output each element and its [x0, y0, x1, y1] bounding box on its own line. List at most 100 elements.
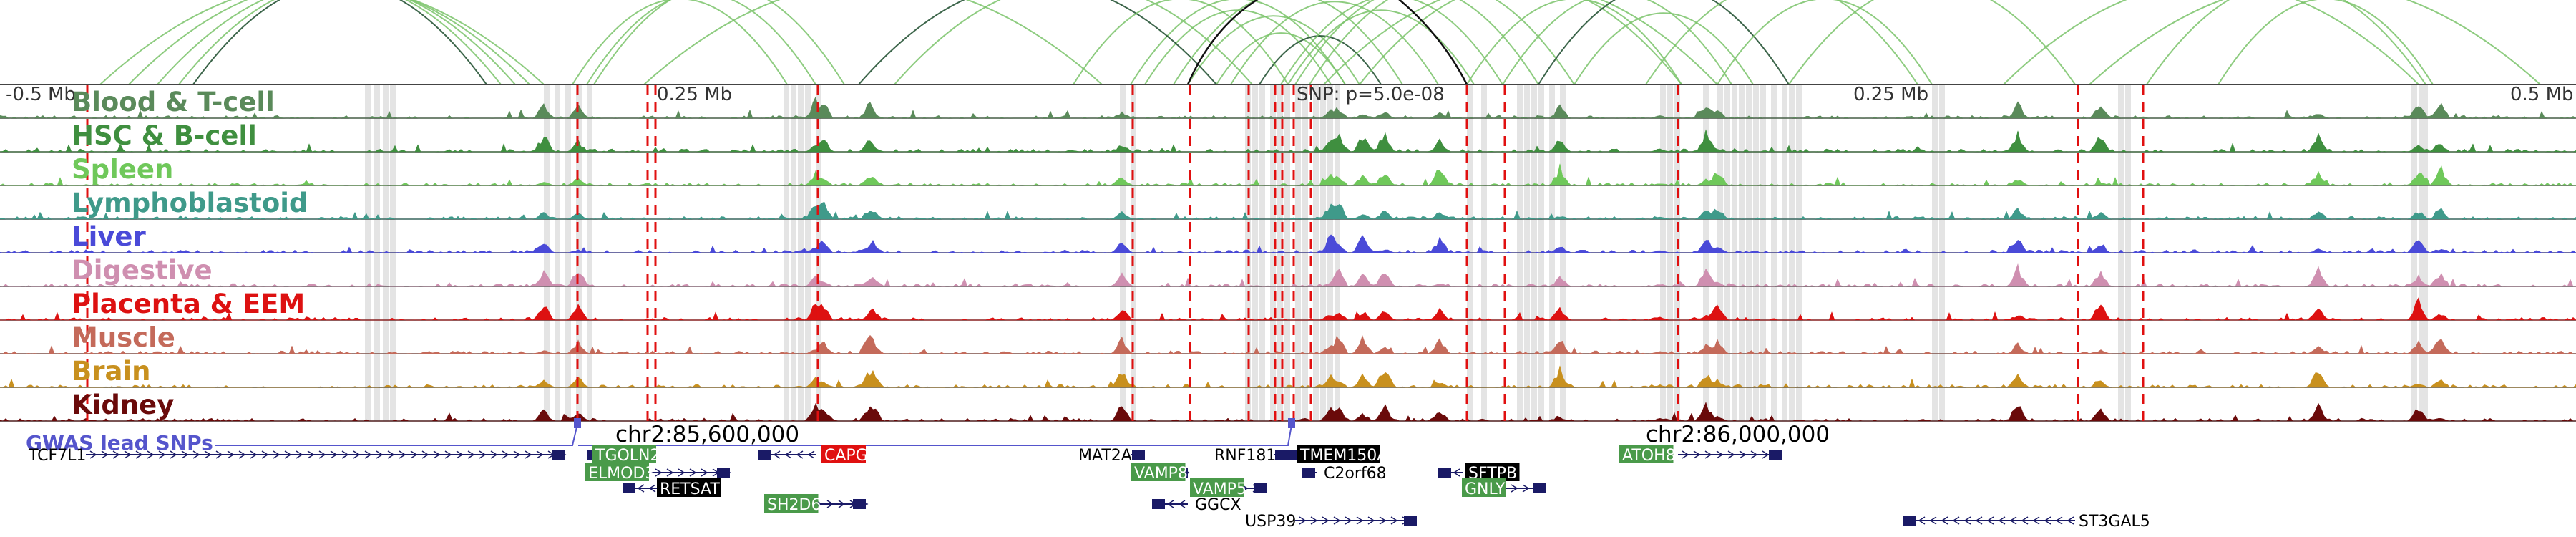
loop-arc — [572, 0, 788, 85]
gene-label-bg — [1190, 478, 1244, 497]
track-2 — [0, 129, 2576, 153]
strand-arrow — [1963, 516, 1971, 525]
gwas-connector-left — [215, 420, 579, 446]
strand-arrow — [1367, 516, 1375, 525]
strand-arrow — [655, 468, 663, 477]
loop-arc — [593, 0, 845, 85]
loop-arc — [1574, 12, 1754, 85]
strand-arrow — [1682, 450, 1689, 459]
strand-arrow — [456, 450, 464, 459]
loop-arc — [1230, 1, 1439, 85]
gene-label-bg — [1465, 463, 1520, 481]
strand-arrow — [2044, 516, 2051, 525]
loop-arc — [1645, 0, 1918, 85]
strand-arrow — [112, 450, 120, 459]
gene-exon — [552, 450, 565, 460]
gene-label-bg — [657, 478, 721, 497]
strand-arrow — [364, 450, 372, 459]
signal-area — [0, 234, 2576, 253]
track-label: Lymphoblastoid — [72, 188, 308, 218]
gene-label: C2orf68 — [1324, 465, 1387, 483]
strand-arrow — [387, 450, 395, 459]
strand-arrow — [101, 450, 109, 459]
loop-arc — [2003, 0, 2419, 85]
gene-exon — [1254, 483, 1267, 493]
loop-arc — [178, 0, 502, 85]
gene-sftpb: SFTPB — [1438, 463, 1520, 483]
loop-arc — [99, 0, 545, 85]
strand-arrow — [227, 450, 235, 459]
strand-arrow — [648, 484, 656, 493]
strand-arrow — [376, 450, 384, 459]
track-label: Brain — [72, 356, 150, 387]
track-5 — [0, 234, 2576, 253]
track-6 — [0, 263, 2576, 287]
strand-arrow — [1310, 516, 1318, 525]
strand-arrow — [158, 450, 166, 459]
strand-arrow — [2032, 516, 2040, 525]
track-label: Blood & T-cell — [72, 87, 275, 117]
axis-left-label: -0.5 Mb — [6, 84, 76, 105]
loop-arc — [1398, 0, 1468, 85]
gene-label: VAMP5 — [1193, 480, 1246, 498]
loop-arc — [1466, 0, 1682, 85]
loop-arc — [2218, 0, 2434, 85]
gene-label: GNLY — [1465, 480, 1506, 498]
strand-arrow — [1727, 450, 1735, 459]
signal-area — [0, 163, 2576, 186]
strand-arrow — [1333, 516, 1341, 525]
track-8 — [0, 334, 2576, 354]
gene-st3gal5: ST3GAL5 — [1903, 513, 2150, 531]
strand-arrow — [2055, 516, 2063, 525]
gene-label: CAPG — [824, 447, 868, 465]
gene-label: USP39 — [1245, 513, 1296, 531]
strand-arrow — [1322, 516, 1330, 525]
gene-exon — [623, 483, 635, 493]
strand-arrow — [215, 450, 223, 459]
track-label: Digestive — [72, 255, 213, 286]
strand-arrow — [1762, 450, 1770, 459]
gene-exon — [1132, 450, 1145, 460]
strand-arrow — [784, 450, 792, 459]
gene-exon — [1275, 450, 1288, 460]
gene-exon — [853, 499, 866, 509]
track-label: Spleen — [72, 154, 173, 185]
strand-arrow — [1750, 450, 1758, 459]
gene-label: RETSAT — [660, 480, 720, 498]
strand-arrow — [89, 450, 97, 459]
strand-arrow — [479, 450, 487, 459]
strand-arrow — [1918, 516, 1926, 525]
strand-arrow — [1379, 516, 1387, 525]
strand-arrow — [678, 468, 686, 477]
gene-label: GGCX — [1195, 496, 1241, 514]
strand-arrow — [2067, 516, 2074, 525]
loop-arc — [643, 0, 1103, 85]
loop-arc — [1309, 0, 1575, 85]
strand-arrow — [2009, 516, 2017, 525]
strand-arrow — [353, 450, 361, 459]
strand-arrow — [1929, 516, 1937, 525]
loop-arc — [2089, 0, 2541, 85]
axis-right-mid-label: 0.25 Mb — [1853, 84, 1928, 105]
strand-arrow — [192, 450, 200, 459]
strand-arrow — [807, 450, 815, 459]
gene-label: ELMOD3 — [588, 465, 655, 483]
strand-arrow — [181, 450, 189, 459]
track-1 — [0, 96, 2576, 119]
strand-arrow — [444, 450, 452, 459]
loop-arc — [894, 0, 1253, 85]
loop-arc — [1294, 0, 1539, 85]
gene-label: VAMP8 — [1134, 465, 1188, 483]
gene-usp39: USP39 — [1245, 513, 1417, 531]
strand-arrow — [238, 450, 246, 459]
gene-exon — [1533, 483, 1546, 493]
gene-label-bg — [821, 445, 866, 463]
track-label: Placenta & EEM — [72, 289, 305, 319]
gene-tgoln2: TGOLN2 — [587, 445, 660, 465]
loop-arc — [192, 0, 487, 85]
gene-ggcx: GGCX — [1152, 496, 1241, 514]
strand-arrow — [1739, 450, 1747, 459]
signal-area — [0, 201, 2576, 220]
axis-left-mid-label: 0.25 Mb — [657, 84, 732, 105]
